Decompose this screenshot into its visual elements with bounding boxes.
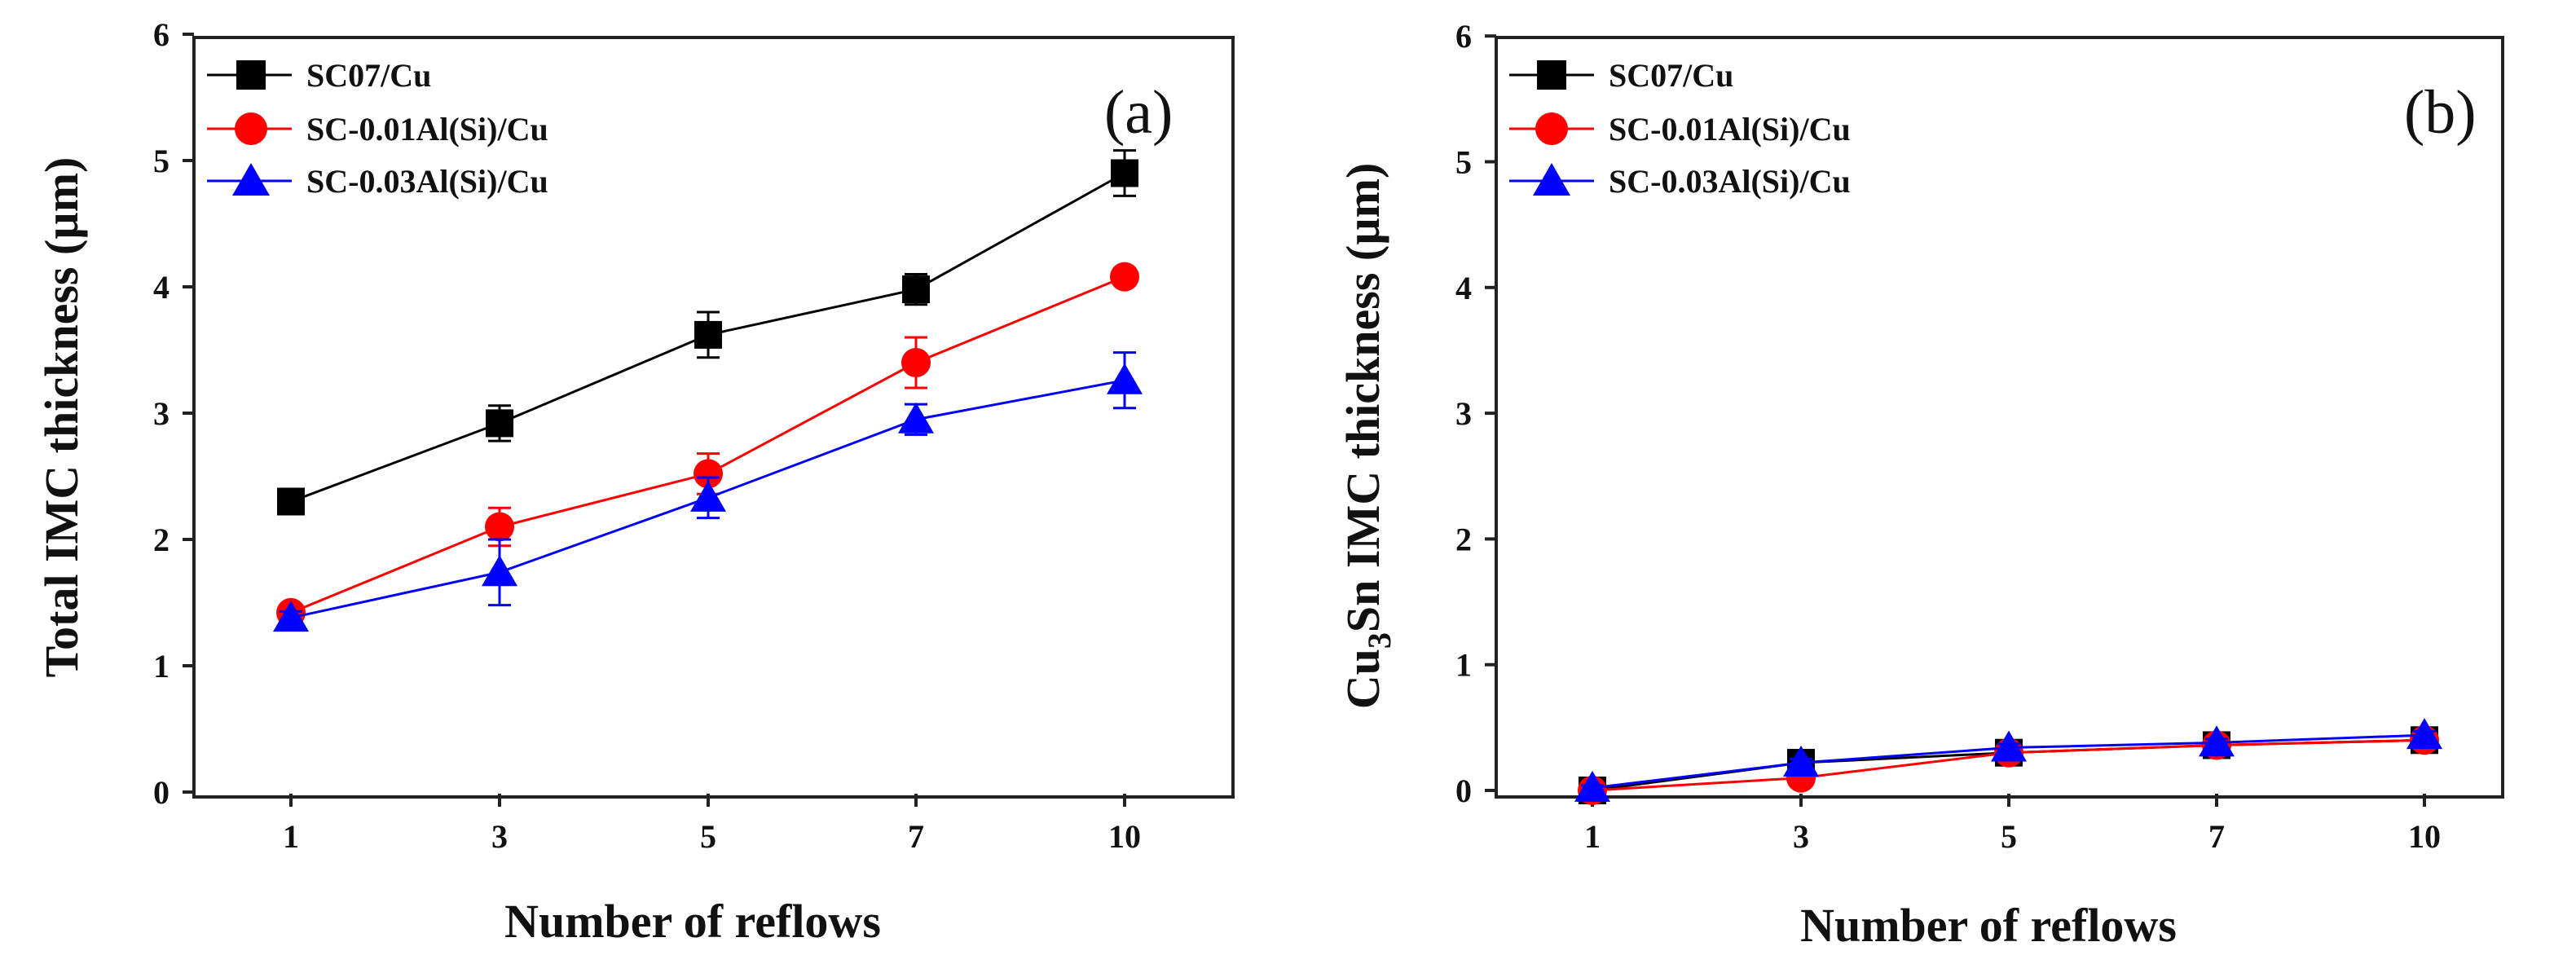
- data-point: [1991, 730, 2027, 762]
- data-point: [2199, 725, 2235, 757]
- data-point: [901, 348, 931, 377]
- y-tick-label: 3: [153, 395, 170, 432]
- y-tick-label: 2: [1455, 521, 1472, 557]
- y-tick-label: 5: [1455, 144, 1472, 181]
- legend-circle-marker: [1535, 112, 1568, 145]
- x-axis-title: Number of reflows: [504, 895, 881, 948]
- legend-triangle-marker: [232, 163, 270, 196]
- x-axis-title: Number of reflows: [1800, 899, 2177, 952]
- data-series: [1574, 718, 2442, 805]
- x-tick-label: 7: [908, 818, 924, 855]
- legend-label: SC07/Cu: [1609, 57, 1733, 94]
- legend-label: SC-0.01Al(Si)/Cu: [1609, 111, 1851, 147]
- y-axis-title: Total IMC thickness (µm): [35, 157, 88, 678]
- panel-label: (a): [1104, 78, 1173, 147]
- legend-triangle-marker: [1533, 163, 1570, 196]
- data-point: [1110, 262, 1139, 292]
- x-tick-label: 1: [1584, 818, 1601, 855]
- legend-label: SC-0.03Al(Si)/Cu: [306, 163, 548, 200]
- y-tick-label: 2: [153, 522, 170, 558]
- legend-item: SC07/Cu: [207, 57, 431, 94]
- y-axis-ticks: 0 1 2 3 4 5 6: [1455, 18, 1496, 809]
- data-point: [273, 601, 309, 632]
- legend: SC07/Cu SC-0.01Al(Si)/Cu SC-0.03Al(Si)/C…: [1509, 57, 1851, 200]
- y-tick-label: 1: [153, 648, 170, 684]
- data-point: [277, 487, 305, 516]
- legend-item: SC-0.01Al(Si)/Cu: [207, 111, 548, 147]
- x-axis-ticks: 1 3 5 7 10: [283, 794, 1141, 855]
- data-point: [1783, 746, 1819, 777]
- x-tick-label: 10: [1108, 818, 1141, 855]
- data-point: [1574, 770, 1610, 802]
- y-axis-ticks: 0 1 2 3 4 5 6: [153, 16, 194, 811]
- legend: SC07/Cu SC-0.01Al(Si)/Cu SC-0.03Al(Si)/C…: [207, 57, 548, 200]
- x-tick-label: 1: [283, 818, 299, 855]
- data-point: [486, 409, 513, 438]
- y-tick-label: 0: [1455, 773, 1472, 809]
- y-tick-label: 0: [153, 774, 170, 811]
- data-point: [898, 402, 934, 434]
- x-axis-ticks: 1 3 5 7 10: [1584, 794, 2441, 855]
- y-tick-label: 6: [1455, 18, 1472, 55]
- y-tick-label: 6: [153, 16, 170, 53]
- legend-item: SC-0.01Al(Si)/Cu: [1509, 111, 1851, 147]
- legend-label: SC-0.01Al(Si)/Cu: [306, 111, 548, 147]
- x-tick-label: 5: [700, 818, 716, 855]
- data-point: [690, 480, 726, 512]
- x-tick-label: 3: [491, 818, 508, 855]
- data-point: [482, 555, 517, 587]
- legend-label: SC07/Cu: [306, 57, 431, 94]
- legend-square-marker: [1537, 60, 1566, 90]
- legend-item: SC-0.03Al(Si)/Cu: [1509, 163, 1851, 200]
- x-tick-label: 3: [1793, 818, 1809, 855]
- y-axis-title: Cu3Sn IMC thickness (µm): [1336, 163, 1398, 710]
- y-tick-label: 1: [1455, 647, 1472, 684]
- y-tick-label: 4: [1455, 270, 1472, 306]
- legend-square-marker: [236, 60, 266, 90]
- data-point: [694, 459, 723, 489]
- y-tick-label: 5: [153, 143, 170, 179]
- x-tick-label: 7: [2208, 818, 2225, 855]
- plot-frame: [192, 36, 1235, 799]
- data-point: [2406, 718, 2442, 750]
- data-point: [902, 275, 930, 304]
- legend-circle-marker: [235, 112, 267, 145]
- y-tick-label: 4: [153, 269, 170, 306]
- x-tick-label: 10: [2408, 818, 2441, 855]
- data-point: [694, 320, 722, 349]
- y-tick-label: 3: [1455, 395, 1472, 432]
- legend-item: SC-0.03Al(Si)/Cu: [207, 163, 548, 200]
- legend-item: SC07/Cu: [1509, 57, 1733, 94]
- data-point: [1107, 363, 1143, 394]
- plot-frame: [1495, 36, 2504, 799]
- data-point: [1111, 159, 1138, 187]
- data-series: [273, 149, 1143, 632]
- panel-label: (b): [2404, 78, 2477, 147]
- data-point: [485, 512, 514, 542]
- x-tick-label: 5: [2001, 818, 2017, 855]
- legend-label: SC-0.03Al(Si)/Cu: [1609, 163, 1851, 200]
